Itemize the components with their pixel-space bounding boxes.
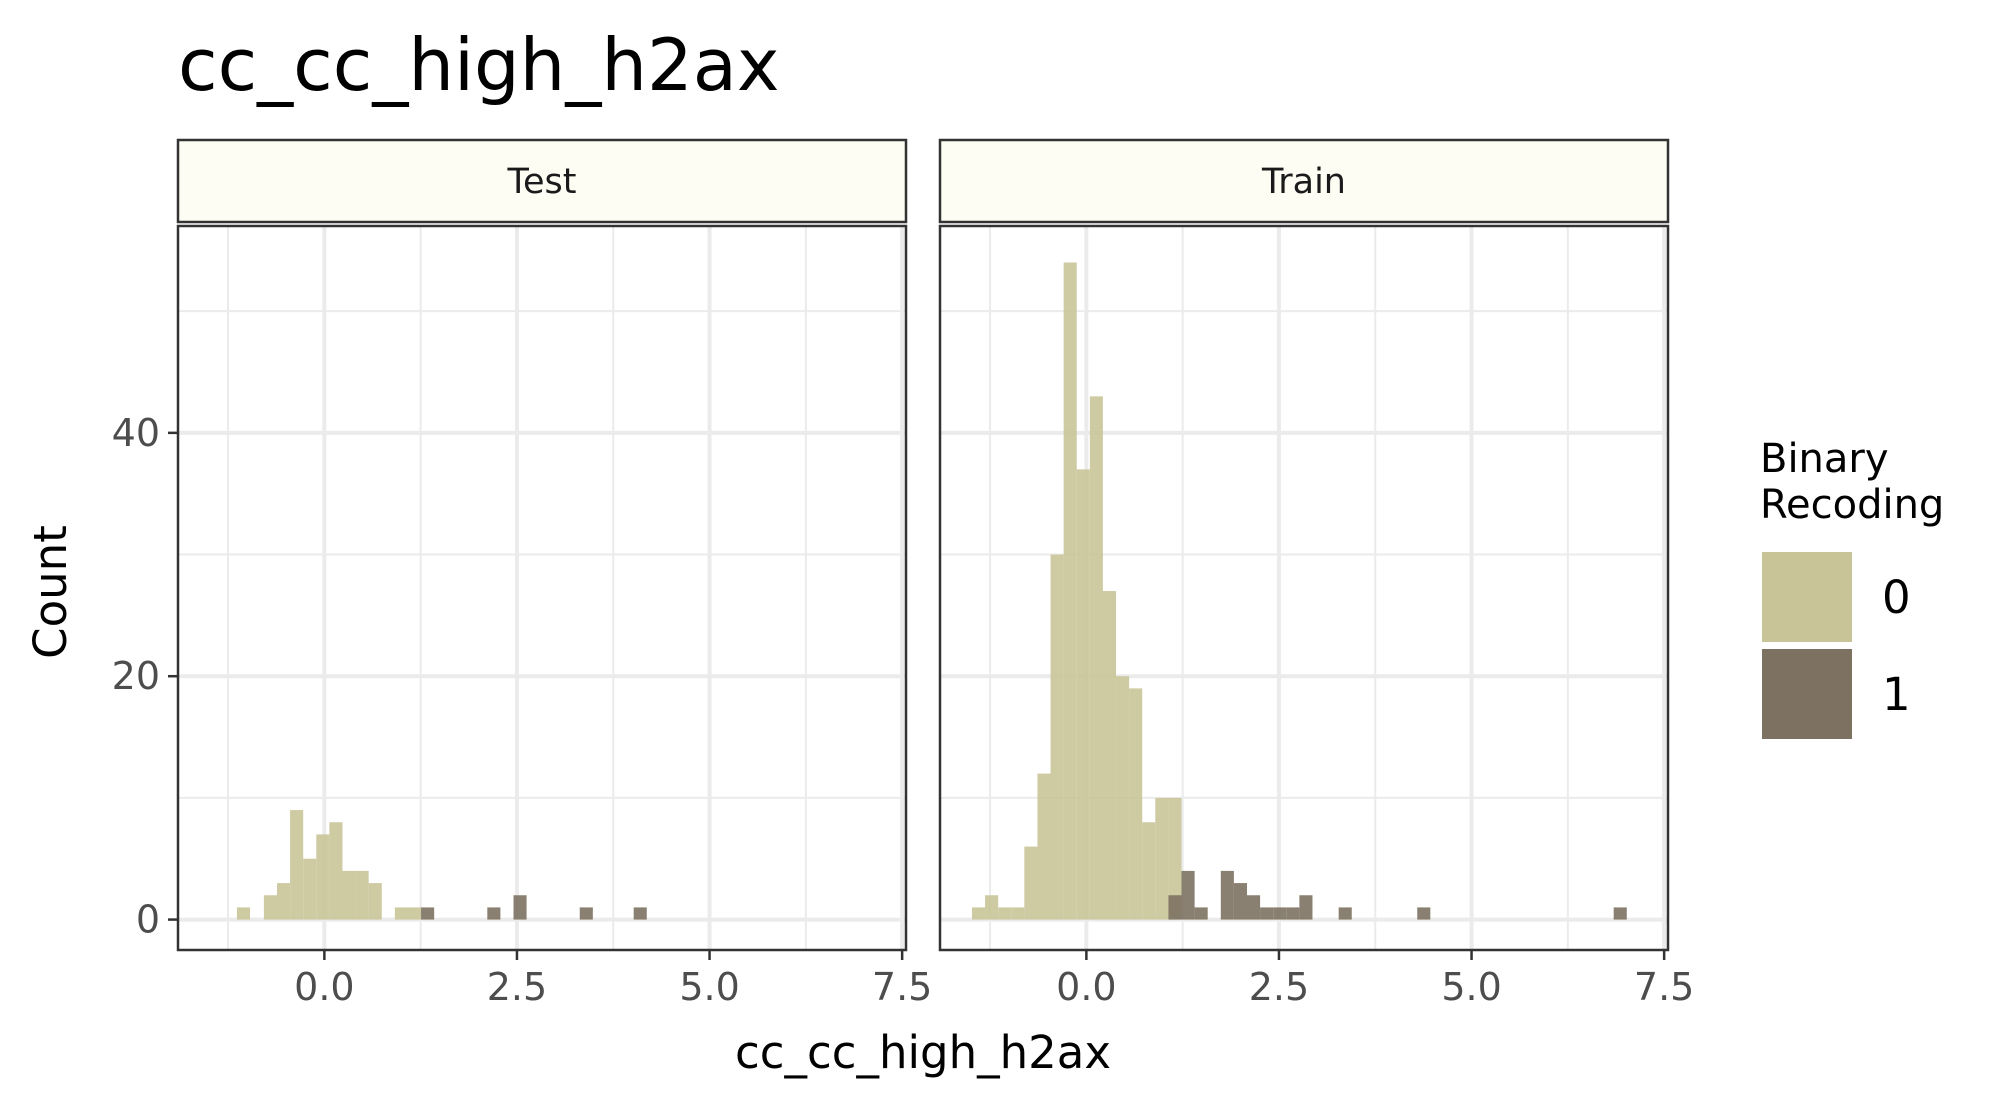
histogram-bar-group-1 — [1417, 907, 1431, 920]
legend-key-0 — [1762, 552, 1852, 642]
legend: Binary Recoding 01 — [1760, 436, 1944, 739]
x-axis-title: cc_cc_high_h2ax — [735, 1026, 1111, 1079]
histogram-bar-group-1 — [633, 907, 647, 920]
facet-panel-train: Train 0.0 2.5 5.0 7.5 — [938, 138, 1694, 1009]
histogram-bar-group-1 — [579, 907, 593, 920]
histogram-bar-group-1 — [1194, 907, 1208, 920]
histogram-bar-group-1 — [1233, 883, 1247, 920]
histogram-bar-group-0 — [1050, 554, 1064, 920]
legend-key-1 — [1762, 649, 1852, 739]
facet-strip-label: Test — [507, 162, 577, 202]
x-tick-label: 7.5 — [1634, 965, 1694, 1009]
histogram-bar-group-0 — [1155, 797, 1169, 920]
histogram-bar-group-0 — [1102, 591, 1117, 920]
histogram-bar-group-0 — [1024, 846, 1038, 920]
histogram-bar-group-0 — [1089, 396, 1103, 920]
facet-panels: Test 0.0 2.5 5.0 7.5 0 20 40 Train 0.0 2.5 5.0 7.5 — [112, 138, 1694, 1009]
facet-strip — [176, 138, 908, 224]
histogram-bar-group-1 — [1220, 870, 1234, 920]
x-tick-label: 2.5 — [1249, 965, 1309, 1009]
histogram-bar-group-0 — [263, 895, 277, 920]
facet-strip — [938, 138, 1670, 224]
histogram-bar-group-0 — [1063, 262, 1077, 920]
legend-entries: 01 — [1762, 552, 1911, 739]
histogram-bar-group-0 — [1142, 822, 1156, 920]
histogram-bar-group-0 — [1011, 907, 1025, 920]
histogram-bar-group-0 — [236, 907, 251, 920]
histogram-bar-group-0 — [1168, 797, 1182, 920]
histogram-bar-group-0 — [290, 810, 304, 920]
x-tick-label: 7.5 — [872, 965, 932, 1009]
legend-title-line-2: Recoding — [1760, 482, 1944, 528]
histogram-bar-group-0 — [355, 870, 369, 920]
x-tick-label: 5.0 — [1441, 965, 1501, 1009]
histogram-bar-group-1 — [1286, 907, 1300, 920]
facet-panel-test: Test 0.0 2.5 5.0 7.5 0 20 40 — [112, 138, 932, 1009]
x-tick-label: 5.0 — [679, 965, 739, 1009]
legend-label-0: 0 — [1882, 571, 1911, 624]
histogram-bar-group-0 — [1076, 469, 1090, 920]
histogram-bar-group-1 — [1181, 870, 1195, 920]
histogram-bar-group-1 — [1273, 907, 1287, 920]
histogram-bar-group-0 — [368, 883, 382, 920]
histogram-bar-group-1 — [1246, 895, 1261, 920]
x-tick-label: 2.5 — [487, 965, 547, 1009]
legend-label-1: 1 — [1882, 668, 1911, 721]
x-tick-label: 0.0 — [294, 965, 354, 1009]
legend-title-line-1: Binary — [1760, 436, 1889, 482]
histogram-bar-group-1 — [1168, 895, 1182, 920]
histogram-bar-group-1 — [421, 907, 435, 920]
histogram-bar-group-0 — [407, 907, 422, 920]
histogram-bar-group-1 — [1260, 907, 1274, 920]
histogram-bar-group-0 — [342, 870, 356, 920]
panel-border — [176, 224, 908, 952]
histogram-bar-group-0 — [998, 907, 1012, 920]
y-tick-label: 0 — [136, 898, 160, 942]
histogram-bar-group-0 — [329, 822, 343, 920]
histogram-bar-group-1 — [513, 895, 527, 920]
histogram-bar-group-1 — [1299, 895, 1313, 920]
histogram-bar-group-0 — [276, 883, 291, 920]
histogram-bar-group-0 — [394, 907, 408, 920]
panel-border — [938, 224, 1670, 952]
x-tick-label: 0.0 — [1056, 965, 1116, 1009]
histogram-bar-group-0 — [1129, 688, 1143, 920]
chart-title: cc_cc_high_h2ax — [178, 23, 780, 107]
histogram-bar-group-0 — [1037, 773, 1051, 920]
facet-strip-label: Train — [1261, 162, 1346, 202]
histogram-bar-group-0 — [1116, 676, 1130, 920]
histogram-bar-group-0 — [316, 834, 330, 920]
histogram-bar-group-1 — [1338, 907, 1352, 920]
y-tick-label: 40 — [112, 411, 160, 455]
histogram-bar-group-1 — [1613, 907, 1627, 920]
y-tick-label: 20 — [112, 654, 160, 698]
y-axis-title: Count — [24, 525, 77, 659]
histogram-bar-group-0 — [303, 858, 317, 920]
histogram-bar-group-0 — [985, 895, 999, 920]
histogram-bar-group-0 — [971, 907, 986, 920]
histogram-bar-group-1 — [487, 907, 501, 920]
